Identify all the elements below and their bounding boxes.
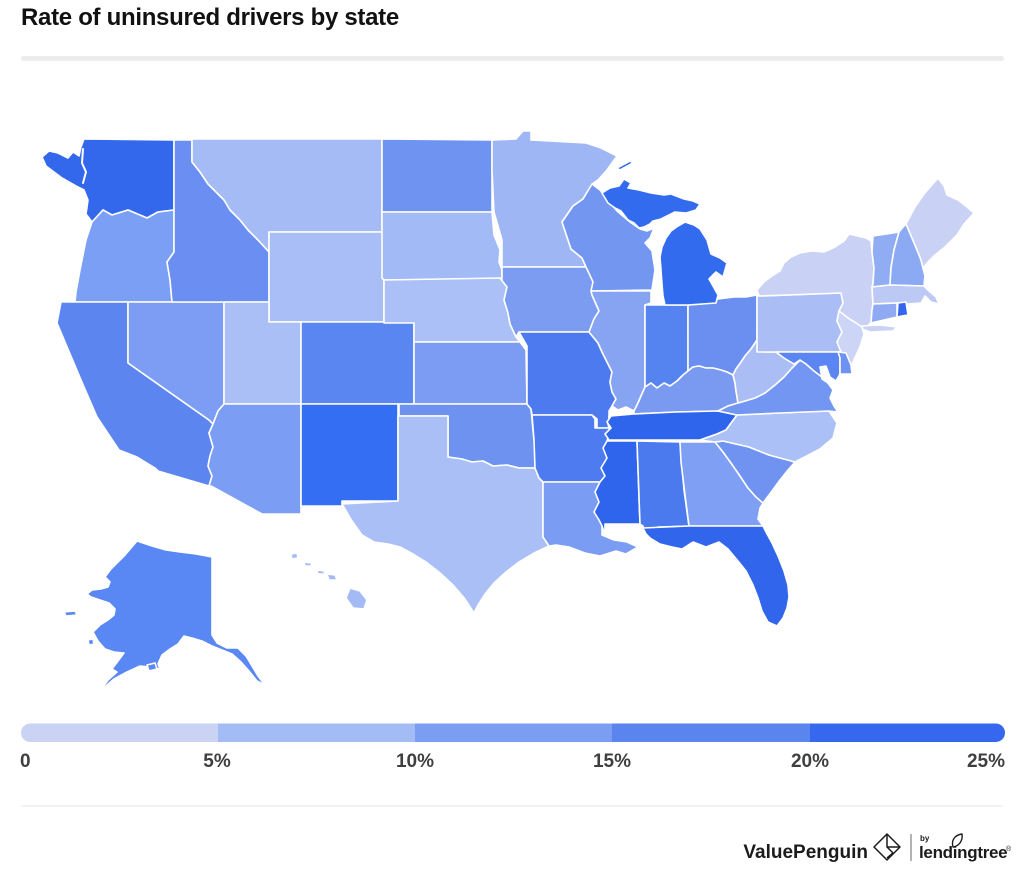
svg-text:®: ®: [1006, 845, 1012, 853]
svg-text:Rate of uninsured drivers by s: Rate of uninsured drivers by state: [21, 4, 399, 31]
svg-text:10%: 10%: [396, 751, 434, 772]
svg-text:15%: 15%: [593, 751, 631, 772]
svg-text:by: by: [920, 834, 930, 843]
svg-text:lendingtree: lendingtree: [919, 843, 1007, 862]
svg-text:0: 0: [20, 751, 31, 772]
svg-text:20%: 20%: [791, 751, 829, 772]
svg-text:25%: 25%: [967, 751, 1005, 772]
svg-text:5%: 5%: [203, 751, 231, 772]
svg-text:ValuePenguin: ValuePenguin: [743, 842, 868, 863]
